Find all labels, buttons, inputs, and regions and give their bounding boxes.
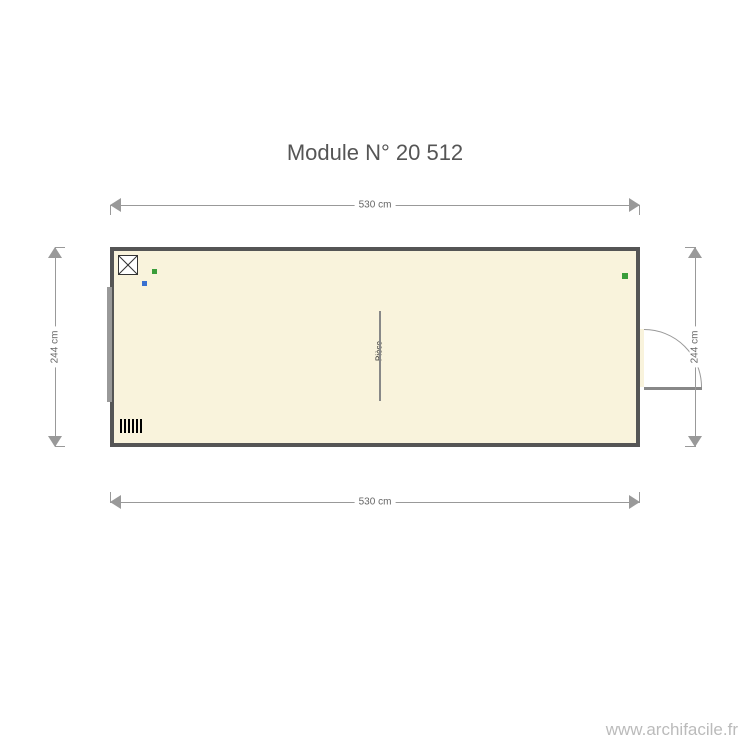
arrow-up-icon <box>688 247 702 258</box>
dim-tick <box>110 492 111 502</box>
dim-label: 244 cm <box>690 327 701 368</box>
dim-label: 530 cm <box>355 200 396 211</box>
dim-tick <box>639 205 640 215</box>
window-left <box>107 287 112 402</box>
dim-tick <box>639 492 640 502</box>
radiator-icon <box>120 419 142 433</box>
dim-tick <box>685 446 695 447</box>
room-main: Pièce <box>110 247 640 447</box>
dimension-top: 530 cm <box>110 198 640 218</box>
dim-label: 244 cm <box>50 327 61 368</box>
dimension-left: 244 cm <box>48 247 68 447</box>
dim-label: 530 cm <box>355 497 396 508</box>
arrow-left-icon <box>110 198 121 212</box>
dim-tick <box>55 247 65 248</box>
dim-tick <box>685 247 695 248</box>
dimension-bottom: 530 cm <box>110 495 640 515</box>
marker-green-2 <box>622 273 628 279</box>
dim-tick <box>55 446 65 447</box>
plan-title: Module N° 20 512 <box>0 140 750 166</box>
marker-blue <box>142 281 147 286</box>
arrow-left-icon <box>110 495 121 509</box>
vent-svg <box>118 255 138 275</box>
vent-icon <box>118 255 138 275</box>
dimension-right: 244 cm <box>688 247 708 447</box>
dim-tick <box>110 205 111 215</box>
marker-green-1 <box>152 269 157 274</box>
arrow-up-icon <box>48 247 62 258</box>
partition-line <box>379 311 381 401</box>
floorplan-canvas: Module N° 20 512 Pièce <box>0 0 750 750</box>
watermark-text: www.archifacile.fr <box>606 720 738 740</box>
